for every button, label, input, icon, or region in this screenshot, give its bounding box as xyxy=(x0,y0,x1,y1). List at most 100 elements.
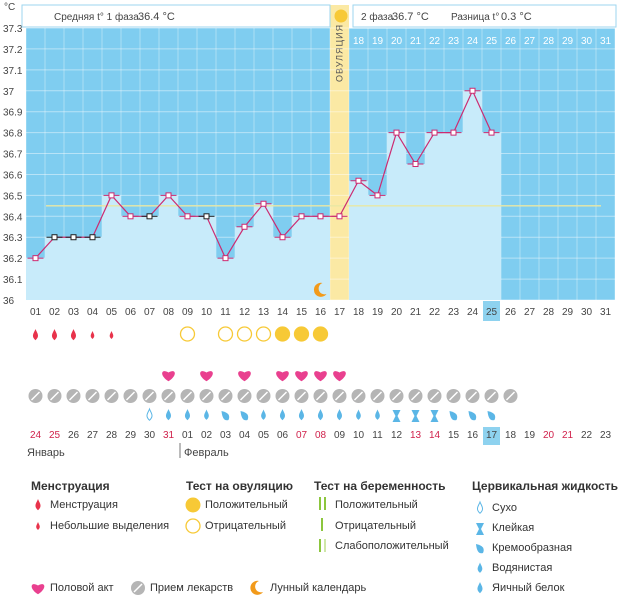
legend-lunar-icon xyxy=(250,580,263,595)
month-label-2: Февраль xyxy=(184,447,229,459)
calendar-dates: 24 25 26 27 28 29 30 31 01 02 03 04 05 06 07 08 09 10 11 12… xyxy=(27,427,611,459)
x-day-label: 15 xyxy=(296,307,308,318)
cervical-creamy xyxy=(240,411,249,421)
temperature-line xyxy=(27,87,601,297)
calendar-date: 31 xyxy=(163,430,175,441)
temperature-bar xyxy=(444,132,463,300)
x-day-label: 02 xyxy=(49,307,61,318)
medication-pill-stripe xyxy=(486,391,497,401)
top-day-label: 28 xyxy=(543,36,555,47)
cervical-sticky xyxy=(392,410,401,422)
calendar-date: 26 xyxy=(68,430,80,441)
y-tick-label: 37.1 xyxy=(3,66,23,77)
cervical-watery xyxy=(261,409,266,420)
legend-preg-positive-icon-2 xyxy=(324,497,326,510)
legend-preg-positive-icon xyxy=(319,497,321,510)
top-day-label: 25 xyxy=(486,36,498,47)
temperature-point xyxy=(146,213,153,220)
calendar-date: 10 xyxy=(353,430,365,441)
top-day-label: 23 xyxy=(448,36,460,47)
x-day-label: 28 xyxy=(543,307,555,318)
temperature-bar xyxy=(140,216,159,300)
intercourse-heart xyxy=(295,371,308,382)
medication-pill-stripe xyxy=(30,391,41,401)
x-day-label: 13 xyxy=(258,307,270,318)
calendar-date: 24 xyxy=(30,430,42,441)
cervical-egg xyxy=(279,409,286,421)
calendar-date: 14 xyxy=(429,430,441,441)
x-day-label: 20 xyxy=(391,307,403,318)
y-tick-label: 36.6 xyxy=(3,170,23,181)
temperature-point xyxy=(374,192,381,199)
legend-ovtest-positive-icon xyxy=(185,497,201,513)
menstruation-drop xyxy=(51,329,58,341)
temperature-bar xyxy=(45,237,64,300)
calendar-date: 02 xyxy=(201,430,213,441)
cervical-dry xyxy=(146,407,153,421)
calendar-date: 21 xyxy=(562,430,574,441)
x-day-label: 25 xyxy=(486,307,498,318)
x-day-label: 23 xyxy=(448,307,460,318)
legend-intercourse: Половой акт xyxy=(50,582,114,594)
calendar-date: 06 xyxy=(277,430,289,441)
top-day-label: 26 xyxy=(505,36,517,47)
cervical-creamy xyxy=(468,411,477,421)
calendar-date: 16 xyxy=(467,430,479,441)
medication-pill-stripe xyxy=(87,391,98,401)
ovulation-test-negative xyxy=(217,326,234,342)
calendar-date: 12 xyxy=(391,430,403,441)
intercourse-heart xyxy=(333,371,346,382)
top-day-label: 22 xyxy=(429,36,441,47)
y-tick-label: 36.9 xyxy=(3,108,23,119)
y-tick-label: 37.2 xyxy=(3,45,23,56)
calendar-date: 22 xyxy=(581,430,593,441)
temperature-bar xyxy=(292,216,311,300)
temperature-point xyxy=(279,234,286,241)
ovulation-test-positive xyxy=(312,326,329,342)
temperature-point xyxy=(298,213,305,220)
temperature-point xyxy=(355,177,362,184)
x-day-label: 24 xyxy=(467,307,479,318)
calendar-date: 23 xyxy=(600,430,612,441)
medication-pill-stripe xyxy=(163,391,174,401)
daily-tracker xyxy=(28,326,518,422)
temperature-bar xyxy=(121,216,140,300)
calendar-date: 15 xyxy=(448,430,460,441)
x-day-label: 03 xyxy=(68,307,80,318)
temperature-bar xyxy=(482,132,501,300)
x-day-label: 30 xyxy=(581,307,593,318)
temperature-point xyxy=(450,129,457,136)
x-day-label: 16 xyxy=(315,307,327,318)
y-tick-label: 36.1 xyxy=(3,275,23,286)
temperature-point xyxy=(488,129,495,136)
legend-menstruation-icon xyxy=(35,499,41,511)
ovulation-test-negative xyxy=(179,326,196,342)
cervical-egg xyxy=(336,409,343,421)
legend-intercourse-icon xyxy=(31,584,45,595)
legend-cervical-sticky: Клейкая xyxy=(492,522,535,534)
temperature-bar xyxy=(349,180,368,300)
cervical-sticky xyxy=(430,410,439,422)
y-tick-label: 36.8 xyxy=(3,129,23,140)
y-tick-label: 36.4 xyxy=(3,212,23,223)
moon-icon xyxy=(313,282,327,297)
calendar-date: 17 xyxy=(486,430,498,441)
temperature-point xyxy=(241,223,248,230)
medication-pill-stripe xyxy=(220,391,231,401)
chart-bars xyxy=(26,90,501,301)
top-day-label: 27 xyxy=(524,36,536,47)
calendar-date: 03 xyxy=(220,430,232,441)
x-day-label: 29 xyxy=(562,307,574,318)
cervical-egg xyxy=(317,409,324,421)
x-day-label: 11 xyxy=(220,307,231,318)
legend-medication-icon-stripe xyxy=(133,583,143,593)
x-day-label: 17 xyxy=(334,307,346,318)
calendar-date: 28 xyxy=(106,430,118,441)
temperature-bar xyxy=(159,195,178,300)
temperature-point xyxy=(393,129,400,136)
legend-medication: Прием лекарств xyxy=(150,582,234,594)
menstruation-drop xyxy=(70,329,77,341)
legend-spotting-icon xyxy=(36,522,40,530)
x-day-label: 27 xyxy=(524,307,536,318)
calendar-date: 20 xyxy=(543,430,555,441)
